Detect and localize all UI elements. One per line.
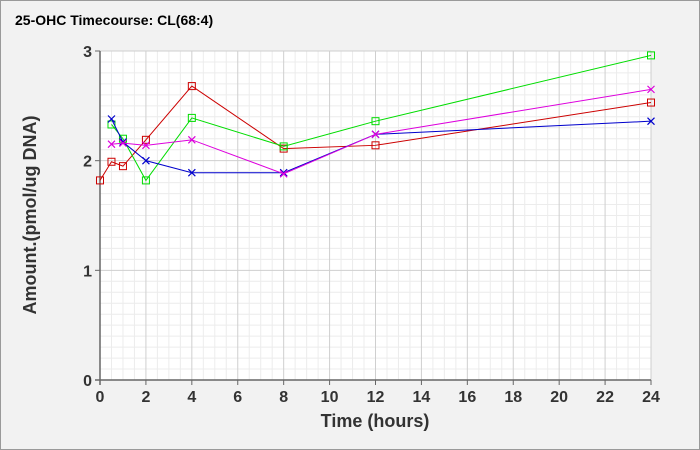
x-tick-label: 8 <box>279 389 288 406</box>
y-axis-label: Amount.(pmol/ug DNA) <box>20 116 40 315</box>
grid <box>99 50 652 381</box>
x-tick-label: 4 <box>187 389 196 406</box>
data-point <box>141 156 150 165</box>
data-point <box>371 141 380 150</box>
data-point <box>96 176 104 185</box>
x-tick-label: 0 <box>96 389 105 406</box>
x-tick-label: 16 <box>458 389 476 406</box>
data-point <box>647 51 655 60</box>
data-point <box>187 113 196 122</box>
series-line <box>111 54 652 182</box>
data-point <box>107 115 116 123</box>
x-tick-label: 6 <box>233 389 242 406</box>
data-point <box>647 117 655 126</box>
x-tick-label: 14 <box>413 389 431 406</box>
x-tick-label: 10 <box>321 389 339 406</box>
data-point <box>187 135 196 144</box>
data-point <box>647 98 655 107</box>
y-tick-label: 2 <box>83 154 92 171</box>
series-group <box>96 51 655 185</box>
chart-title: 25-OHC Timecourse: CL(68:4) <box>15 12 213 28</box>
data-point <box>107 120 116 129</box>
data-point <box>279 142 288 151</box>
data-point <box>371 117 380 126</box>
y-tick-label: 1 <box>83 263 92 280</box>
data-point <box>279 168 288 177</box>
data-point <box>141 176 150 185</box>
data-point <box>141 141 150 150</box>
x-tick-label: 22 <box>596 389 614 406</box>
data-point <box>118 162 127 171</box>
data-point <box>119 139 127 148</box>
y-tick-label: 0 <box>83 373 92 390</box>
x-tick-label: 24 <box>642 389 660 406</box>
data-point <box>187 168 196 177</box>
series-4 <box>107 85 655 178</box>
x-tick-label: 12 <box>367 389 385 406</box>
data-point <box>107 157 116 166</box>
data-point <box>371 130 380 139</box>
data-point <box>279 169 288 178</box>
x-tick-label: 20 <box>550 389 568 406</box>
data-point <box>119 138 127 146</box>
data-point <box>187 82 196 91</box>
data-point <box>141 135 150 144</box>
series-1 <box>96 82 655 185</box>
x-axis-label: Time (hours) <box>321 411 430 431</box>
x-tick-label: 2 <box>141 389 150 406</box>
axes <box>95 50 652 385</box>
x-tick-label: 18 <box>504 389 522 406</box>
data-point <box>107 140 116 149</box>
series-line <box>99 85 652 181</box>
y-tick-label: 3 <box>83 44 92 61</box>
data-point <box>647 85 655 94</box>
